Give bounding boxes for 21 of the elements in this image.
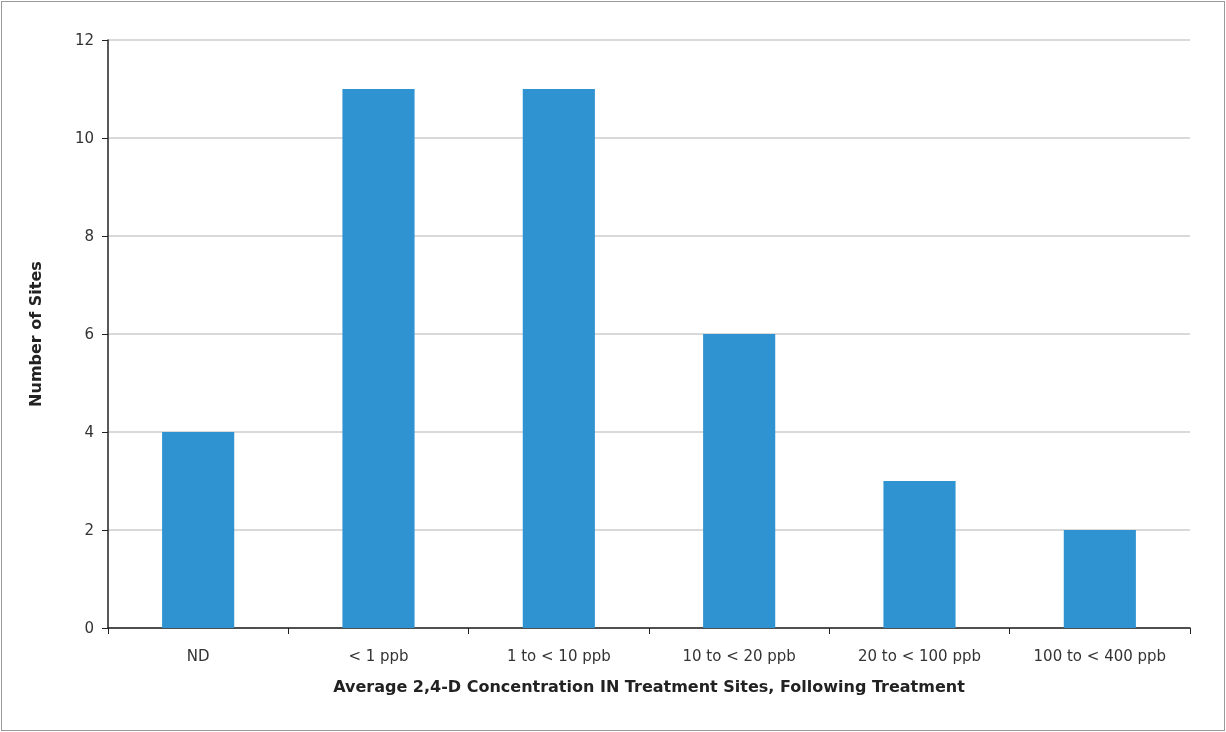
x-tick-label: < 1 ppb xyxy=(348,646,409,665)
x-axis-title: Average 2,4-D Concentration IN Treatment Sites, Following Treatment xyxy=(333,676,966,696)
y-axis-title: Number of Sites xyxy=(25,261,45,407)
bar xyxy=(883,481,956,628)
y-tick-label: 0 xyxy=(84,619,94,637)
x-tick-label: ND xyxy=(186,646,210,665)
y-tick-label: 4 xyxy=(84,423,94,441)
y-tick-label: 10 xyxy=(74,129,94,147)
x-tick-label: 10 to < 20 ppb xyxy=(682,646,796,665)
x-tick-label: 1 to < 10 ppb xyxy=(506,646,611,665)
x-tick-label: 20 to < 100 ppb xyxy=(858,646,981,665)
bar xyxy=(342,89,415,628)
bar xyxy=(162,432,235,628)
bar xyxy=(703,334,776,628)
bar xyxy=(1063,530,1136,628)
y-tick-label: 12 xyxy=(74,31,94,49)
y-tick-label: 8 xyxy=(84,227,94,245)
bar xyxy=(522,89,595,628)
y-tick-label: 6 xyxy=(84,325,94,343)
x-tick-label: 100 to < 400 ppb xyxy=(1033,646,1167,665)
y-tick-label: 2 xyxy=(84,521,94,539)
